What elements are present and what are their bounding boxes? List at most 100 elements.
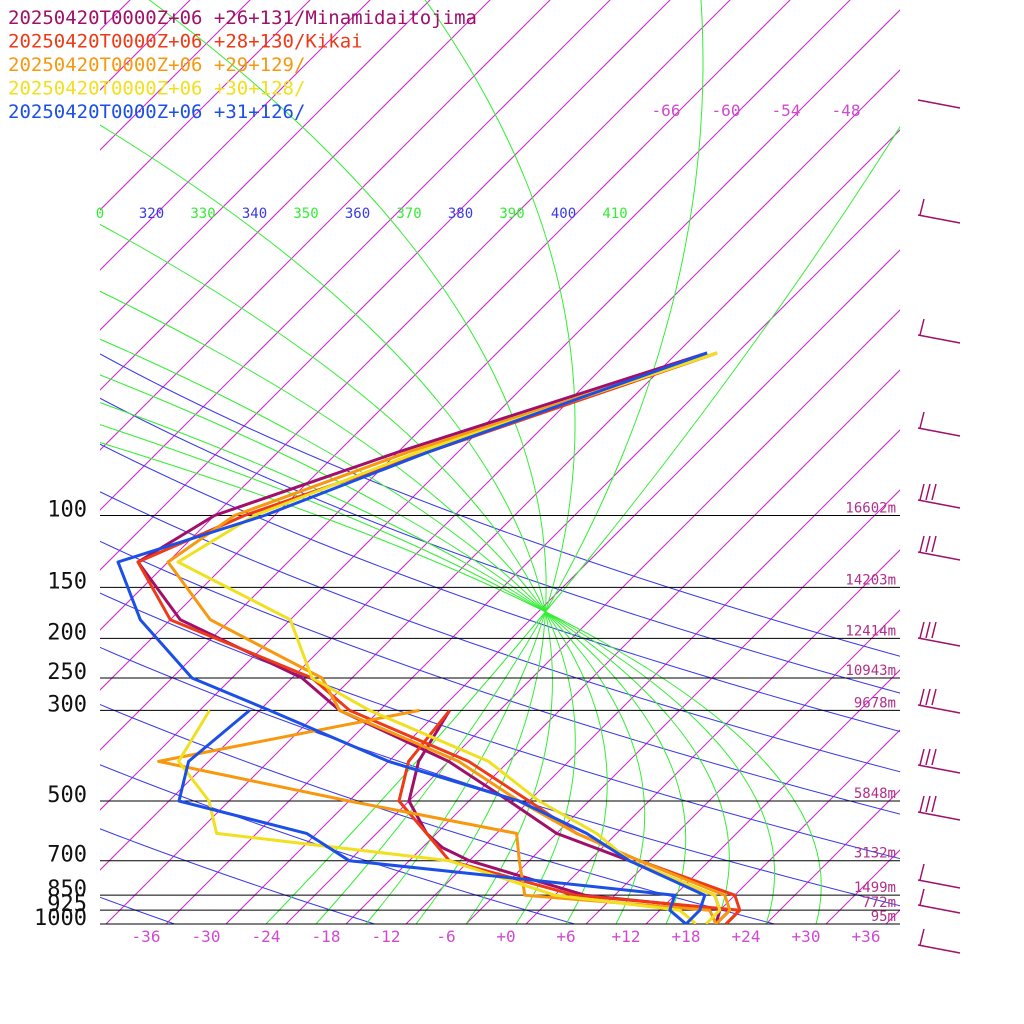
dry-adiabat-line — [100, 397, 900, 694]
isotherm-line — [1006, 0, 1024, 924]
wind-barb-flag — [919, 688, 925, 706]
theta-label: 360 — [345, 206, 370, 222]
temperature-line-upper-0 — [214, 351, 708, 517]
isotherm-line — [100, 0, 671, 571]
wind-barb-flag — [919, 535, 925, 553]
isotherm-line — [100, 0, 611, 511]
diagram-grid — [100, 0, 1024, 924]
legend-entry: 20250420T0000Z+06 +31+126/ — [8, 101, 305, 123]
temperature-ticks: -36 -30 -24 -18 -12 -6 +0 +6 +12 +18 +24 +30 +36 — [132, 927, 881, 946]
theta-label: 340 — [242, 206, 267, 222]
isotherm-line — [100, 0, 431, 331]
wind-barb-flag — [919, 621, 925, 639]
pressure-label: 300 — [47, 692, 87, 717]
theta-label: 370 — [396, 206, 421, 222]
wind-barb — [917, 483, 961, 509]
moist-adiabat-line — [100, 442, 822, 924]
wind-barb-staff — [917, 427, 961, 437]
height-label: 9678m — [854, 695, 896, 711]
sounding-series-top — [214, 351, 718, 517]
isotherm-line — [885, 909, 900, 924]
temperature-tick-label: -30 — [192, 927, 221, 946]
mixing-ratio-label: -60 — [712, 101, 741, 120]
mixing-ratio-label: -48 — [832, 101, 861, 120]
isotherm-line — [100, 0, 851, 751]
height-labels: 16602m 14203m 12414m 10943m 9678m 5848m 3132m 1… — [845, 500, 896, 925]
pressure-label: 500 — [47, 783, 87, 808]
theta-label: 320 — [139, 206, 164, 222]
wind-barb-flag — [919, 795, 925, 813]
isotherm-line — [405, 429, 900, 924]
pressure-label: 150 — [47, 569, 87, 594]
theta-label: 410 — [602, 206, 627, 222]
isotherm-line — [345, 369, 900, 924]
wind-barb-staff — [917, 811, 961, 821]
isotherm-line — [645, 669, 900, 924]
isobar-lines — [100, 514, 900, 925]
pressure-label: 1000 — [34, 906, 87, 931]
isotherm-line — [465, 489, 900, 924]
wind-barb-staff — [917, 704, 961, 714]
moist-adiabat-line — [100, 124, 553, 924]
wind-barb-staff — [917, 214, 961, 224]
wind-barbs — [917, 99, 961, 954]
wind-barb-flag — [925, 748, 931, 766]
height-label: 5848m — [854, 786, 896, 802]
moist-adiabat-line — [100, 290, 608, 924]
pressure-label: 250 — [47, 660, 87, 685]
wind-barb-flag — [925, 795, 931, 813]
wind-barb-flag — [919, 318, 925, 336]
moist-adiabat-line — [100, 374, 687, 924]
dry-adiabat-line — [100, 353, 900, 657]
height-label: 10943m — [845, 663, 896, 679]
theta-label: 380 — [448, 206, 473, 222]
wind-barb-staff — [917, 879, 961, 889]
wind-barb — [917, 748, 961, 774]
height-label: 14203m — [845, 572, 896, 588]
wind-barb-flag — [925, 483, 931, 501]
height-label: 12414m — [845, 623, 896, 639]
isotherm-line — [585, 609, 900, 924]
theta-label: 390 — [499, 206, 524, 222]
temperature-tick-label: +30 — [792, 927, 821, 946]
isotherm-line — [100, 69, 900, 871]
wind-barb — [917, 888, 961, 914]
wind-barb-flag — [919, 411, 925, 429]
isotherm-line — [100, 0, 791, 691]
wind-barb — [917, 198, 961, 224]
temperature-line-3 — [176, 514, 722, 924]
legend-entry: 20250420T0000Z+06 +26+131/Minamidaitojim… — [8, 7, 477, 29]
isotherm-line — [165, 189, 900, 924]
wind-barb-flag — [931, 483, 937, 501]
wind-barb — [917, 928, 961, 954]
dewpoint-line-4 — [177, 709, 687, 924]
wind-barb — [917, 535, 961, 561]
wind-barb-flag — [919, 888, 925, 906]
moist-adiabat-line — [265, 125, 900, 924]
dry-adiabat-line — [100, 491, 900, 773]
wind-barb-staff — [917, 764, 961, 774]
pressure-label: 200 — [47, 620, 87, 645]
temperature-tick-label: -6 — [436, 927, 455, 946]
isotherm-line — [100, 0, 191, 91]
sounding-series — [116, 514, 742, 924]
legend-entry: 20250420T0000Z+06 +30+128/ — [8, 78, 305, 100]
dewpoint-line-3 — [177, 709, 697, 924]
isotherm-line — [100, 0, 551, 451]
mixing-ratio-labels: -66 -60 -54 -48 — [652, 101, 861, 120]
temperature-tick-label: -18 — [312, 927, 341, 946]
height-label: 772m — [862, 895, 896, 911]
isotherm-line — [946, 0, 1024, 924]
theta-label: 350 — [293, 206, 318, 222]
wind-barb — [917, 688, 961, 714]
wind-barb — [917, 795, 961, 821]
dry-adiabat-line — [100, 646, 900, 907]
dry-adiabat-line — [100, 703, 775, 924]
legend-entry: 20250420T0000Z+06 +29+129/ — [8, 54, 305, 76]
height-label: 1499m — [854, 880, 896, 896]
isotherm-line — [100, 0, 311, 211]
moist-adiabat-line — [148, 0, 547, 924]
legend-entry: 20250420T0000Z+06 +28+130/Kikai — [8, 31, 363, 53]
wind-barb — [917, 863, 961, 889]
